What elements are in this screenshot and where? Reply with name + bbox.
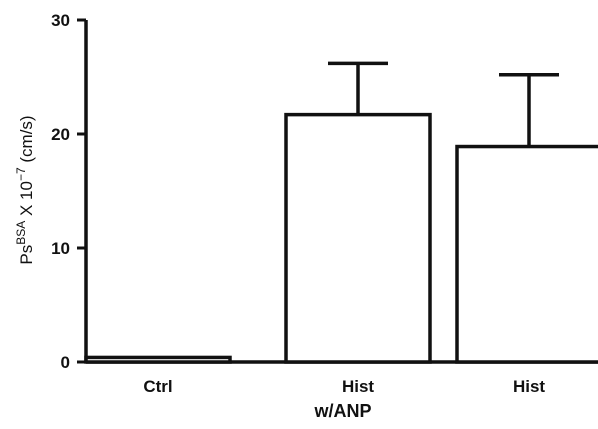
y-tick-label: 0 <box>61 353 70 372</box>
y-tick-label: 30 <box>51 11 70 30</box>
y-tick-label: 20 <box>51 125 70 144</box>
category-label: Hist <box>513 377 545 396</box>
y-axis-label-sup1: BSA <box>14 221 28 245</box>
y-axis-label-unit: (cm/s) <box>17 115 36 167</box>
bars <box>84 61 598 364</box>
y-axis-label-base: Ps <box>17 245 36 265</box>
group-label: w/ANP <box>313 401 371 421</box>
bar-1 <box>284 112 432 364</box>
y-axis: 0 10 20 30 <box>51 11 88 372</box>
y-tick-label: 10 <box>51 239 70 258</box>
y-axis-label-sup2: −7 <box>14 167 28 181</box>
category-label: Hist <box>342 377 374 396</box>
y-axis-label-mid: X 10 <box>17 181 36 221</box>
y-axis-label: PsBSA X 10−7 (cm/s) <box>14 115 36 264</box>
category-label: Ctrl <box>143 377 172 396</box>
category-labels: Ctrl Hist Hist <box>143 377 545 396</box>
bar-2 <box>455 144 598 364</box>
svg-text:PsBSA X 10−7 (cm/s): PsBSA X 10−7 (cm/s) <box>14 115 36 264</box>
bar-0 <box>84 355 232 364</box>
